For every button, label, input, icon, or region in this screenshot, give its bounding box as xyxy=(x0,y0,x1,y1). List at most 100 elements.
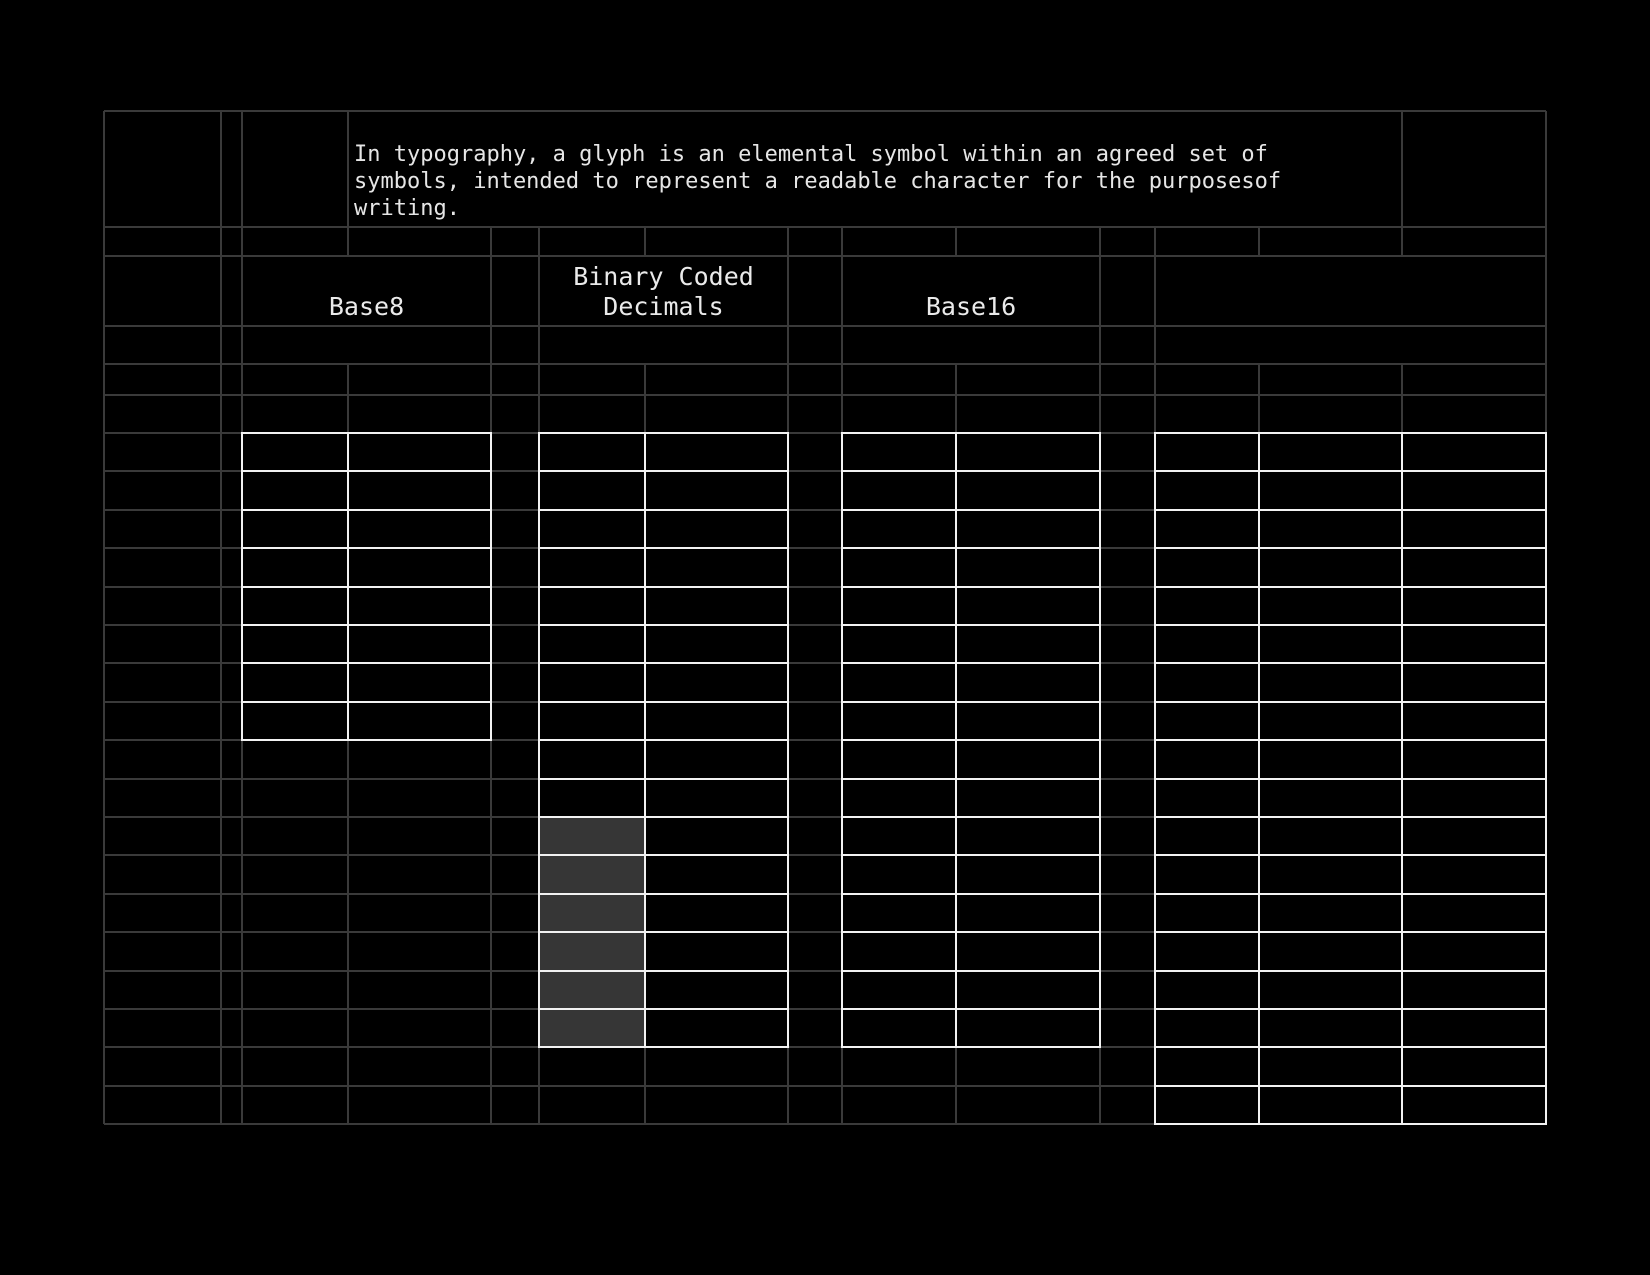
base64-cell[interactable] xyxy=(1155,663,1259,701)
bcd-cell[interactable] xyxy=(645,548,788,586)
octal-cell[interactable] xyxy=(242,663,348,701)
base64-cell[interactable] xyxy=(1402,587,1546,625)
hex-cell[interactable] xyxy=(842,855,956,893)
bcd-cell[interactable] xyxy=(539,548,645,586)
hex-subtitle[interactable] xyxy=(842,326,1100,364)
octal-cell[interactable] xyxy=(348,548,491,586)
octal-column-header-encoding[interactable] xyxy=(348,395,491,433)
index-value[interactable] xyxy=(104,932,221,970)
base64-cell[interactable] xyxy=(1402,971,1546,1009)
octal-cell[interactable] xyxy=(348,625,491,663)
octal-cell[interactable] xyxy=(242,587,348,625)
base64-cell[interactable] xyxy=(1402,1047,1546,1085)
base64-cell[interactable] xyxy=(1155,817,1259,855)
octal-cell[interactable] xyxy=(348,471,491,509)
bcd-cell[interactable] xyxy=(645,663,788,701)
base64-cell[interactable] xyxy=(1155,471,1259,509)
base64-cell[interactable] xyxy=(1155,587,1259,625)
hex-cell[interactable] xyxy=(956,433,1100,471)
base64-cell[interactable] xyxy=(1402,702,1546,740)
base64-cell[interactable] xyxy=(1402,894,1546,932)
base64-cell[interactable] xyxy=(1155,1047,1259,1085)
base64-cell[interactable] xyxy=(1155,625,1259,663)
bcd-cell[interactable] xyxy=(645,1009,788,1047)
bcd-cell[interactable] xyxy=(539,471,645,509)
index-value[interactable] xyxy=(104,548,221,586)
base64-cell[interactable] xyxy=(1402,817,1546,855)
hex-cell[interactable] xyxy=(956,932,1100,970)
base64-cell[interactable] xyxy=(1402,471,1546,509)
octal-cell[interactable] xyxy=(348,702,491,740)
bcd-cell[interactable] xyxy=(539,510,645,548)
base64-cell[interactable] xyxy=(1259,894,1402,932)
octal-subtitle[interactable] xyxy=(242,326,491,364)
index-value[interactable] xyxy=(104,894,221,932)
base64-column-header-index[interactable] xyxy=(1259,395,1402,433)
base64-cell[interactable] xyxy=(1155,510,1259,548)
hex-cell[interactable] xyxy=(842,548,956,586)
bcd-cell[interactable] xyxy=(539,663,645,701)
bcd-cell[interactable] xyxy=(645,433,788,471)
hex-cell[interactable] xyxy=(842,702,956,740)
hex-cell[interactable] xyxy=(842,587,956,625)
index-header[interactable] xyxy=(104,326,221,364)
hex-cell[interactable] xyxy=(956,587,1100,625)
hex-cell[interactable] xyxy=(842,1009,956,1047)
bcd-cell[interactable] xyxy=(645,702,788,740)
base64-cell[interactable] xyxy=(1259,817,1402,855)
base64-cell[interactable] xyxy=(1259,510,1402,548)
base64-cell[interactable] xyxy=(1155,433,1259,471)
bcd-cell[interactable] xyxy=(645,740,788,778)
index-value[interactable] xyxy=(104,855,221,893)
bcd-cell[interactable] xyxy=(645,817,788,855)
base64-cell[interactable] xyxy=(1155,548,1259,586)
bcd-cell[interactable] xyxy=(539,817,645,855)
bcd-cell[interactable] xyxy=(539,855,645,893)
hex-column-header-glyph[interactable] xyxy=(842,395,956,433)
octal-cell[interactable] xyxy=(242,471,348,509)
bcd-subtitle[interactable] xyxy=(539,326,788,364)
bcd-cell[interactable] xyxy=(645,779,788,817)
hex-cell[interactable] xyxy=(842,779,956,817)
bcd-column-header-glyph[interactable] xyxy=(539,395,645,433)
bcd-cell[interactable] xyxy=(539,932,645,970)
hex-cell[interactable] xyxy=(842,740,956,778)
octal-cell[interactable] xyxy=(242,702,348,740)
base64-cell[interactable] xyxy=(1155,932,1259,970)
hex-cell[interactable] xyxy=(842,894,956,932)
base64-cell[interactable] xyxy=(1259,855,1402,893)
bcd-cell[interactable] xyxy=(539,740,645,778)
base64-cell[interactable] xyxy=(1259,548,1402,586)
base64-cell[interactable] xyxy=(1155,702,1259,740)
bcd-cell[interactable] xyxy=(645,932,788,970)
index-value[interactable] xyxy=(104,510,221,548)
index-value[interactable] xyxy=(104,817,221,855)
hex-cell[interactable] xyxy=(956,971,1100,1009)
hex-cell[interactable] xyxy=(842,625,956,663)
base64-cell[interactable] xyxy=(1259,702,1402,740)
hex-cell[interactable] xyxy=(956,471,1100,509)
base64-cell[interactable] xyxy=(1155,1009,1259,1047)
octal-cell[interactable] xyxy=(242,433,348,471)
base64-cell[interactable] xyxy=(1259,740,1402,778)
hex-cell[interactable] xyxy=(842,817,956,855)
base64-cell[interactable] xyxy=(1155,740,1259,778)
bcd-column-header-encoding[interactable] xyxy=(645,395,788,433)
base64-column-header-glyph[interactable] xyxy=(1155,395,1259,433)
index-value[interactable] xyxy=(104,971,221,1009)
base64-cell[interactable] xyxy=(1402,663,1546,701)
octal-cell[interactable] xyxy=(242,510,348,548)
index-value[interactable] xyxy=(104,1047,221,1085)
base64-cell[interactable] xyxy=(1259,625,1402,663)
hex-cell[interactable] xyxy=(956,625,1100,663)
bcd-cell[interactable] xyxy=(539,779,645,817)
bcd-cell[interactable] xyxy=(645,971,788,1009)
bcd-cell[interactable] xyxy=(645,471,788,509)
hex-cell[interactable] xyxy=(956,779,1100,817)
bcd-cell[interactable] xyxy=(539,625,645,663)
index-value[interactable] xyxy=(104,471,221,509)
hex-cell[interactable] xyxy=(956,817,1100,855)
index-value[interactable] xyxy=(104,587,221,625)
base64-cell[interactable] xyxy=(1155,855,1259,893)
base64-cell[interactable] xyxy=(1402,433,1546,471)
